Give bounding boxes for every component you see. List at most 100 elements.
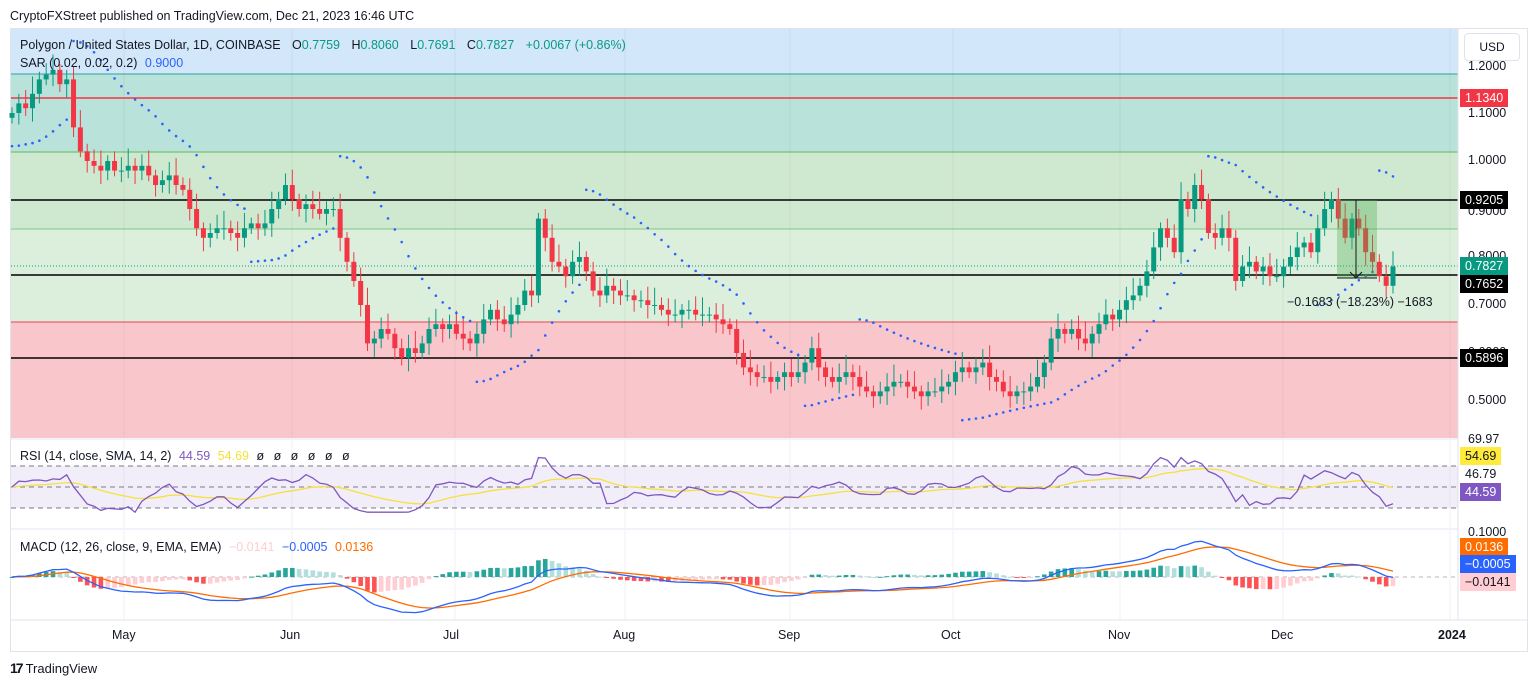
- macd-histogram-bar: [1130, 570, 1136, 577]
- sar-dot: [919, 342, 923, 345]
- sar-dot: [831, 398, 834, 401]
- candle-body: [23, 103, 29, 109]
- candle-body: [556, 261, 562, 267]
- sar-dot: [229, 198, 233, 202]
- candle-body: [1390, 266, 1396, 286]
- open-label: O: [292, 38, 302, 52]
- sar-dot: [1302, 210, 1306, 214]
- sar-dot: [195, 153, 198, 157]
- candle-body: [200, 228, 206, 238]
- candle-body: [337, 209, 343, 238]
- sar-dot: [1015, 407, 1019, 411]
- macd-histogram-bar: [789, 577, 794, 581]
- sar-dot: [762, 329, 766, 332]
- candle-body: [638, 300, 644, 302]
- macd-histogram-bar: [1199, 567, 1204, 577]
- candle-body: [1171, 237, 1177, 253]
- macd-histogram-bar: [1083, 570, 1088, 577]
- sar-dot: [284, 254, 287, 257]
- candle-body: [235, 233, 241, 238]
- candle-body: [1076, 329, 1082, 339]
- macd-histogram-bar: [631, 577, 637, 581]
- candle-body: [1007, 391, 1013, 397]
- candle-body: [378, 329, 384, 339]
- macd-histogram-bar: [1322, 575, 1327, 577]
- sar-dot: [147, 108, 151, 112]
- sar-dot: [1261, 186, 1265, 189]
- sar-legend: SAR (0.02, 0.02, 0.2) 0.9000: [20, 56, 187, 70]
- macd-histogram-bar: [570, 567, 575, 577]
- rsi-title: RSI (14, close, SMA, 14, 2): [20, 449, 172, 463]
- sar-dot: [878, 324, 882, 328]
- candle-body: [631, 295, 637, 301]
- candle-body: [296, 199, 302, 209]
- candle-body: [1069, 329, 1075, 334]
- macd-histogram-bar: [1274, 577, 1280, 590]
- candle-body: [809, 348, 815, 363]
- candle-body: [501, 319, 507, 325]
- rsi-badge: 46.79: [1465, 467, 1497, 481]
- candle-body: [194, 209, 200, 229]
- macd-histogram-bar: [1212, 575, 1218, 577]
- sar-dot: [92, 50, 96, 54]
- sar-dot: [1104, 369, 1108, 373]
- sar-dot: [995, 412, 998, 416]
- candle-body: [1322, 209, 1328, 229]
- candle-body: [173, 175, 179, 185]
- tradingview-logo[interactable]: 17 TradingView: [10, 660, 97, 676]
- sar-dot: [1282, 199, 1285, 203]
- sar-dot: [899, 334, 903, 337]
- macd-histogram-bar: [173, 577, 179, 580]
- currency-button[interactable]: USD: [1464, 33, 1520, 61]
- candle-body: [159, 180, 165, 185]
- sar-dot: [277, 257, 280, 260]
- macd-histogram-bar: [1178, 566, 1184, 577]
- candle-body: [1335, 199, 1341, 219]
- sar-dot: [222, 193, 226, 196]
- candle-body: [64, 79, 70, 85]
- high-value: 0.8060: [360, 38, 399, 52]
- tradingview-logo-icon: 17: [10, 660, 24, 676]
- macd-histogram-bar: [105, 577, 111, 589]
- sar-title: SAR (0.02, 0.02, 0.2): [20, 56, 138, 70]
- macd-histogram-bar: [809, 574, 815, 577]
- macd-histogram-bar: [898, 574, 904, 577]
- macd-histogram-bar: [1021, 577, 1027, 578]
- macd-histogram-bar: [932, 575, 938, 577]
- candle-body: [898, 381, 904, 383]
- sar-dot: [687, 264, 691, 268]
- candle-body: [864, 386, 870, 392]
- sar-dot: [557, 309, 561, 313]
- candle-body: [1301, 242, 1307, 248]
- sar-dot: [188, 145, 192, 148]
- macd-histogram-bar: [187, 577, 193, 581]
- sar-dot: [858, 318, 862, 321]
- sar-dot: [1227, 161, 1231, 164]
- candle-body: [344, 237, 350, 262]
- pane-separator: [11, 438, 1458, 440]
- sar-dot: [441, 301, 445, 304]
- candle-body: [98, 165, 104, 171]
- macd-histogram-bar: [761, 577, 767, 586]
- sar-dot: [263, 259, 267, 262]
- low-value: 0.7691: [417, 38, 456, 52]
- sar-dot: [803, 404, 807, 408]
- macd-histogram-bar: [973, 571, 979, 577]
- price-badge: 1.1340: [1460, 89, 1509, 107]
- candle-body: [1041, 362, 1047, 377]
- macd-histogram-bar: [1390, 577, 1396, 586]
- macd-histogram-bar: [296, 568, 302, 577]
- candle-body: [1281, 266, 1287, 277]
- sar-dot: [1166, 292, 1169, 296]
- rsi-legend: RSI (14, close, SMA, 14, 2) 44.59 54.69 …: [20, 449, 354, 463]
- macd-histogram-bar: [611, 577, 616, 579]
- candle-body: [549, 237, 555, 262]
- macd-histogram-bar: [1171, 568, 1177, 577]
- macd-histogram-bar: [871, 576, 876, 578]
- sar-dot: [1002, 411, 1005, 414]
- time-tick: Sep: [778, 628, 801, 642]
- sar-dot: [1309, 213, 1313, 217]
- macd-histogram-bar: [953, 572, 958, 577]
- sar-dot: [1090, 377, 1094, 380]
